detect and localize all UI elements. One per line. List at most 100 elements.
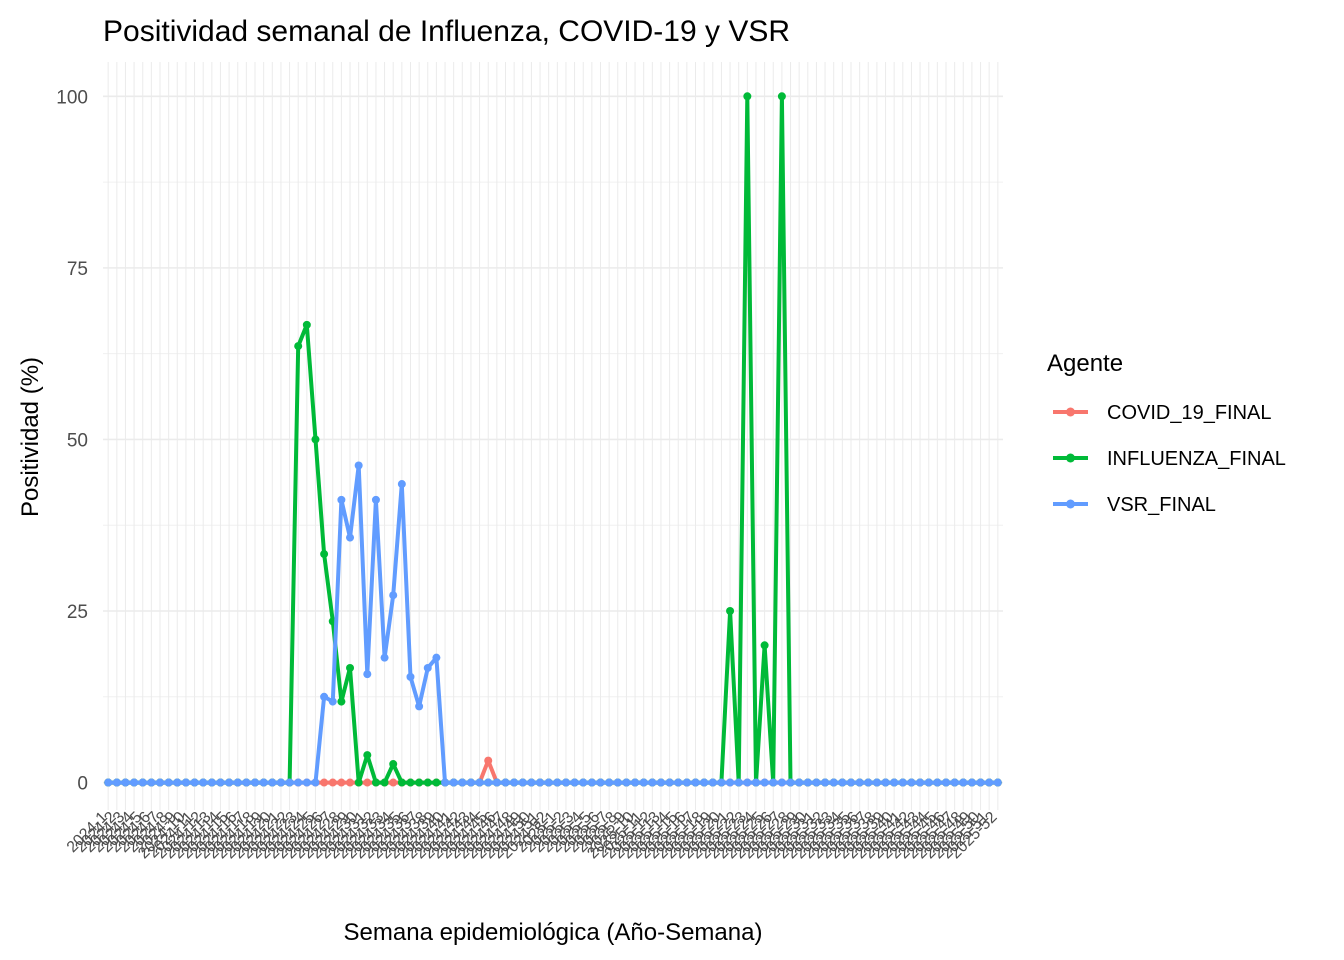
data-point <box>475 778 484 787</box>
legend-item: VSR_FINAL <box>1053 494 1216 516</box>
legend: Agente COVID_19_FINAL INFLUENZA_FINAL VSR_… <box>1047 350 1286 516</box>
y-tick-label: 25 <box>67 602 88 623</box>
data-point <box>328 778 337 787</box>
y-tick-label: 100 <box>56 87 88 108</box>
data-point <box>760 778 769 787</box>
data-point <box>173 778 182 787</box>
data-point <box>648 778 657 787</box>
legend-item: INFLUENZA_FINAL <box>1053 448 1286 470</box>
data-point <box>777 778 786 787</box>
data-point <box>406 778 415 787</box>
data-point <box>294 342 303 351</box>
grid <box>103 62 1003 810</box>
data-point <box>743 92 752 101</box>
data-point <box>941 778 950 787</box>
data-point <box>916 778 925 787</box>
data-point <box>432 653 441 662</box>
data-point <box>726 778 735 787</box>
data-point <box>890 778 899 787</box>
data-point <box>397 480 406 489</box>
data-point <box>337 778 346 787</box>
data-point <box>302 778 311 787</box>
series-group <box>104 92 1002 787</box>
data-point <box>389 591 398 600</box>
data-point <box>708 778 717 787</box>
y-tick-labels: 0 25 50 75 100 <box>56 87 88 794</box>
data-point <box>423 663 432 672</box>
data-point <box>346 533 355 542</box>
data-point <box>605 778 614 787</box>
data-point <box>371 778 380 787</box>
data-point <box>803 778 812 787</box>
data-point <box>786 778 795 787</box>
data-point <box>259 778 268 787</box>
data-point <box>665 778 674 787</box>
data-point <box>251 778 260 787</box>
data-point <box>950 778 959 787</box>
data-point <box>285 778 294 787</box>
data-point <box>363 751 372 760</box>
data-point <box>164 778 173 787</box>
data-point <box>130 778 139 787</box>
data-point <box>734 778 743 787</box>
data-point <box>846 778 855 787</box>
legend-title: Agente <box>1047 350 1123 377</box>
data-point <box>924 778 933 787</box>
data-point <box>976 778 985 787</box>
data-point <box>613 778 622 787</box>
data-point <box>320 778 329 787</box>
data-point <box>415 778 424 787</box>
data-point <box>639 778 648 787</box>
data-point <box>337 495 346 504</box>
data-point <box>423 778 432 787</box>
data-point <box>441 778 450 787</box>
data-point <box>959 778 968 787</box>
data-point <box>363 670 372 679</box>
data-point <box>380 653 389 662</box>
data-point <box>726 606 735 615</box>
data-point <box>717 778 726 787</box>
data-point <box>276 778 285 787</box>
data-point <box>674 778 683 787</box>
data-point <box>656 778 665 787</box>
y-tick-label: 75 <box>67 259 88 280</box>
legend-item: COVID_19_FINAL <box>1053 402 1272 424</box>
data-point <box>156 778 165 787</box>
data-point <box>466 778 475 787</box>
data-point <box>242 778 251 787</box>
legend-key-point <box>1066 499 1075 509</box>
data-point <box>294 778 303 787</box>
data-point <box>449 778 458 787</box>
data-point <box>138 778 147 787</box>
data-point <box>838 778 847 787</box>
data-point <box>587 778 596 787</box>
data-point <box>190 778 199 787</box>
data-point <box>406 672 415 681</box>
legend-label: VSR_FINAL <box>1107 494 1216 516</box>
data-point <box>320 550 329 559</box>
data-point <box>484 756 493 765</box>
data-point <box>751 778 760 787</box>
data-point <box>985 778 994 787</box>
data-point <box>371 495 380 504</box>
data-point <box>432 778 441 787</box>
data-point <box>104 778 113 787</box>
data-point <box>700 778 709 787</box>
data-point <box>311 778 320 787</box>
data-point <box>415 702 424 711</box>
data-point <box>354 461 363 470</box>
data-point <box>199 778 208 787</box>
data-point <box>207 778 216 787</box>
data-point <box>544 778 553 787</box>
data-point <box>769 778 778 787</box>
chart-title: Positividad semanal de Influenza, COVID-… <box>103 15 790 48</box>
data-point <box>622 778 631 787</box>
data-point <box>691 778 700 787</box>
data-point <box>328 697 337 706</box>
data-point <box>346 663 355 672</box>
data-point <box>872 778 881 787</box>
data-point <box>579 778 588 787</box>
x-axis-title: Semana epidemiológica (Año-Semana) <box>344 919 763 946</box>
data-point <box>501 778 510 787</box>
